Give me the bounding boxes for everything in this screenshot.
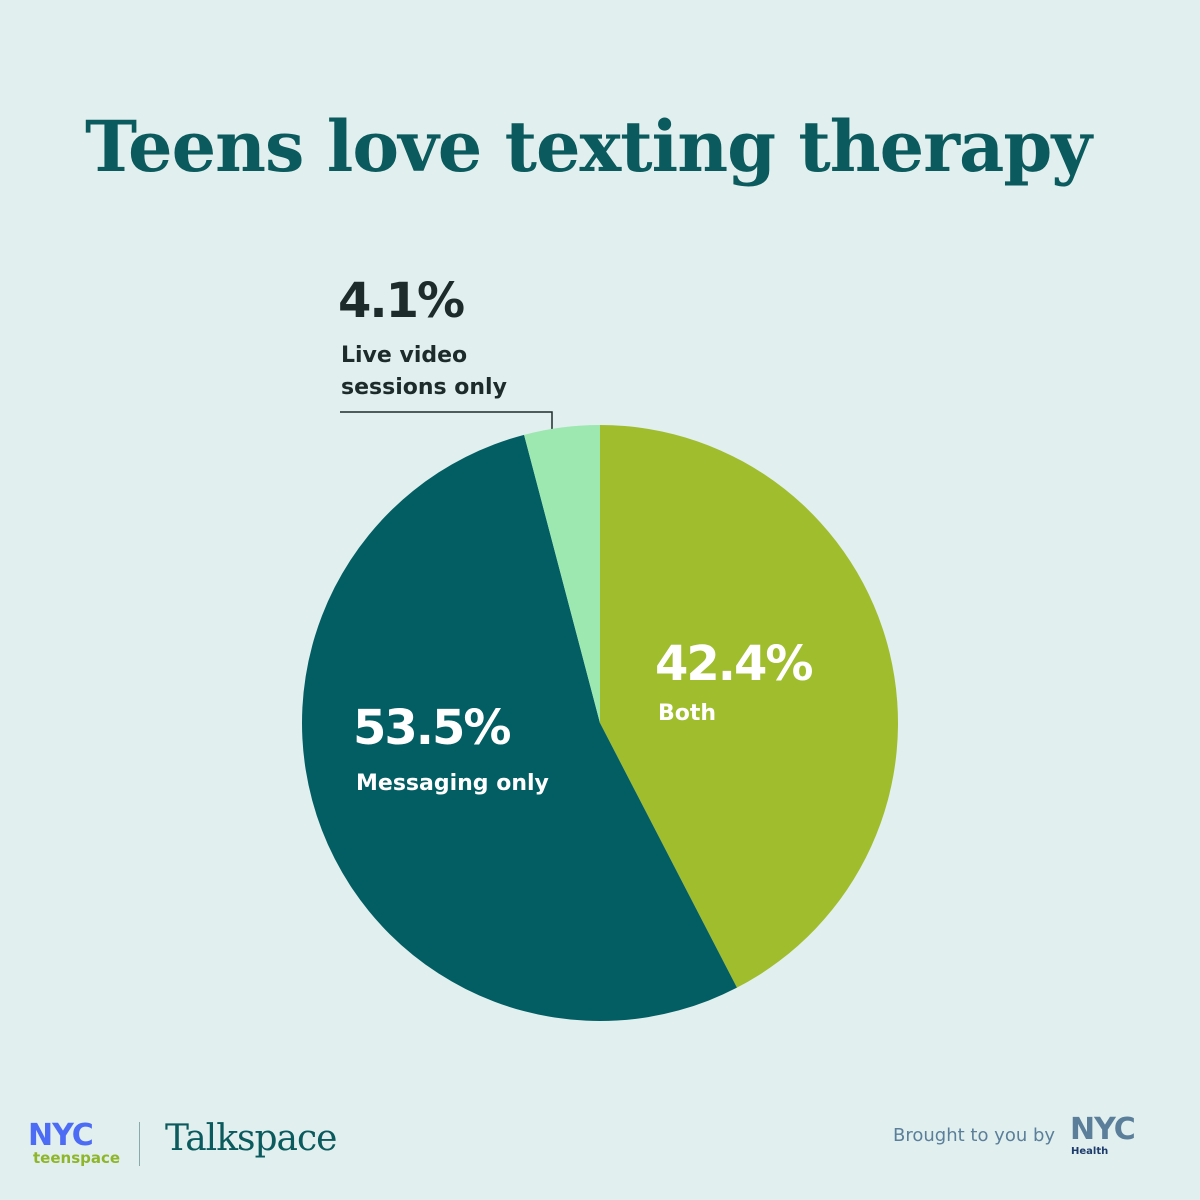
- chart-title: Teens love texting therapy: [85, 105, 1092, 188]
- pie-slice: [524, 425, 600, 723]
- value-label: 42.4%: [655, 636, 814, 692]
- category-label: Live video sessions only: [341, 343, 507, 400]
- divider: [139, 1122, 140, 1166]
- value-label: 53.5%: [353, 700, 512, 756]
- pie-slice: [600, 425, 899, 988]
- nyc-health-sub: Health: [1071, 1146, 1109, 1157]
- value-label: 4.1%: [338, 273, 465, 329]
- talkspace-logo: Talkspace: [165, 1118, 337, 1159]
- teenspace-logo: teenspace: [33, 1149, 121, 1167]
- category-label: Messaging only: [356, 771, 549, 796]
- category-label: Both: [658, 701, 717, 726]
- nyc-health-logo: NYC: [1070, 1112, 1136, 1147]
- nyc-logo: NYC: [28, 1118, 94, 1153]
- credit-text: Brought to you by: [893, 1125, 1056, 1146]
- pie-slice: [302, 434, 737, 1021]
